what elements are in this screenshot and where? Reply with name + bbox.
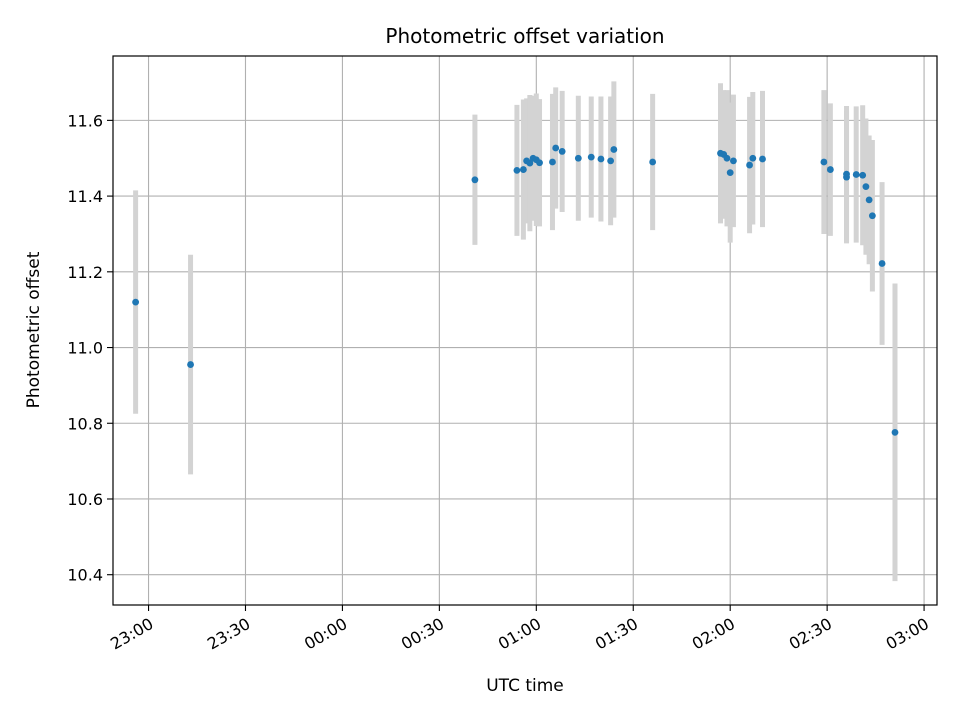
data-point — [558, 148, 566, 155]
data-point — [865, 196, 873, 204]
data-point — [859, 171, 867, 179]
data-point — [187, 361, 194, 368]
data-point — [607, 157, 615, 165]
y-tick-label: 10.4 — [67, 566, 103, 585]
data-point — [552, 144, 560, 152]
data-point — [132, 298, 140, 306]
data-point — [471, 176, 479, 184]
data-point — [549, 158, 556, 166]
data-point — [726, 169, 734, 177]
chart-title: Photometric offset variation — [385, 24, 664, 48]
data-point — [868, 212, 876, 220]
data-point — [649, 158, 657, 166]
grid — [113, 56, 937, 605]
y-tick-label: 11.0 — [67, 339, 103, 358]
data-point — [536, 159, 543, 167]
data-point — [746, 161, 753, 169]
data-points — [132, 144, 899, 436]
plot-frame — [112, 55, 938, 606]
y-tick-label: 11.4 — [67, 187, 103, 206]
data-point — [891, 428, 899, 436]
data-point — [610, 146, 618, 153]
data-point — [826, 166, 834, 173]
y-axis-label: Photometric offset — [24, 251, 44, 408]
data-point — [723, 154, 731, 162]
data-point — [597, 155, 605, 163]
y-tick-label: 11.2 — [67, 263, 103, 282]
y-tick-label: 10.8 — [67, 414, 103, 433]
data-point — [852, 171, 860, 178]
data-point — [519, 166, 527, 173]
data-point — [820, 158, 828, 166]
data-point — [526, 159, 534, 167]
data-point — [749, 154, 757, 162]
data-point — [843, 170, 850, 178]
data-point — [730, 157, 737, 165]
data-point — [759, 155, 766, 163]
data-point — [587, 153, 595, 161]
y-axis: 10.4 10.6 10.8 11.0 11.2 11.4 11.6 — [67, 111, 113, 585]
data-point — [574, 154, 582, 162]
data-point — [862, 183, 870, 191]
x-axis-label: UTC time — [486, 676, 564, 696]
y-tick-label: 10.6 — [67, 490, 103, 509]
y-tick-label: 11.6 — [67, 111, 103, 130]
data-point — [513, 166, 521, 174]
data-point — [878, 260, 886, 267]
